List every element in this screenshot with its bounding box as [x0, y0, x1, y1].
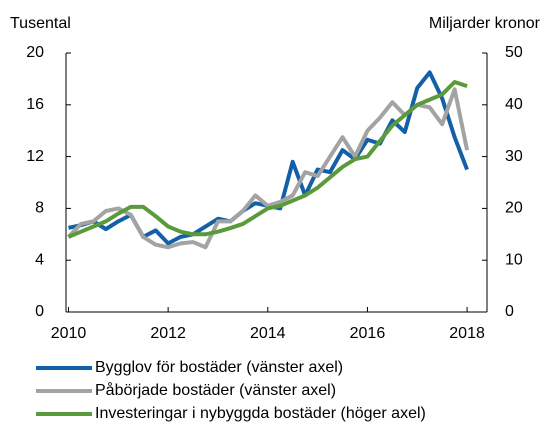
series-line — [68, 70, 469, 246]
y2-tick-label: 10 — [505, 251, 523, 268]
y2-tick-label: 30 — [505, 148, 523, 165]
series-line — [67, 80, 468, 239]
y-tick-label: 4 — [35, 251, 44, 268]
legend-label: Påbörjade bostäder (vänster axel) — [95, 381, 336, 399]
y-tick-label: 0 — [35, 303, 44, 320]
x-tick-label: 2010 — [51, 325, 87, 342]
y-tick-label: 16 — [26, 96, 44, 113]
y2-tick-label: 0 — [505, 303, 514, 320]
legend-label: Bygglov för bostäder (vänster axel) — [95, 359, 343, 376]
x-tick-label: 2014 — [250, 325, 286, 342]
x-tick-label: 2016 — [350, 325, 386, 342]
y-axis-label: Tusental — [10, 15, 71, 32]
y2-axis-label: Miljarder kronor — [429, 15, 541, 32]
y-tick-label: 12 — [26, 148, 44, 165]
y2-tick-label: 40 — [505, 96, 523, 113]
series-line — [67, 87, 470, 250]
y-tick-label: 8 — [35, 200, 44, 217]
x-tick-label: 2012 — [150, 325, 186, 342]
y2-tick-label: 20 — [505, 200, 523, 217]
y-tick-label: 20 — [26, 44, 44, 61]
y2-tick-label: 50 — [505, 44, 523, 61]
legend-label: Investeringar i nybyggda bostäder (höger… — [95, 405, 426, 422]
x-tick-label: 2018 — [449, 325, 485, 342]
